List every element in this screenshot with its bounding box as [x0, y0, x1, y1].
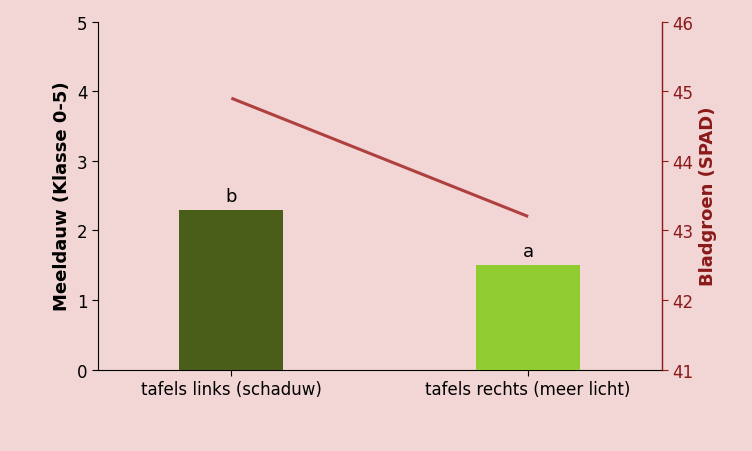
Bar	[476, 266, 580, 370]
Text: a: a	[523, 243, 534, 261]
Text: b: b	[226, 187, 237, 205]
Bar	[180, 210, 284, 370]
Y-axis label: Meeldauw (Klasse 0-5): Meeldauw (Klasse 0-5)	[53, 82, 71, 311]
Y-axis label: Bladgroen (SPAD): Bladgroen (SPAD)	[699, 106, 717, 286]
